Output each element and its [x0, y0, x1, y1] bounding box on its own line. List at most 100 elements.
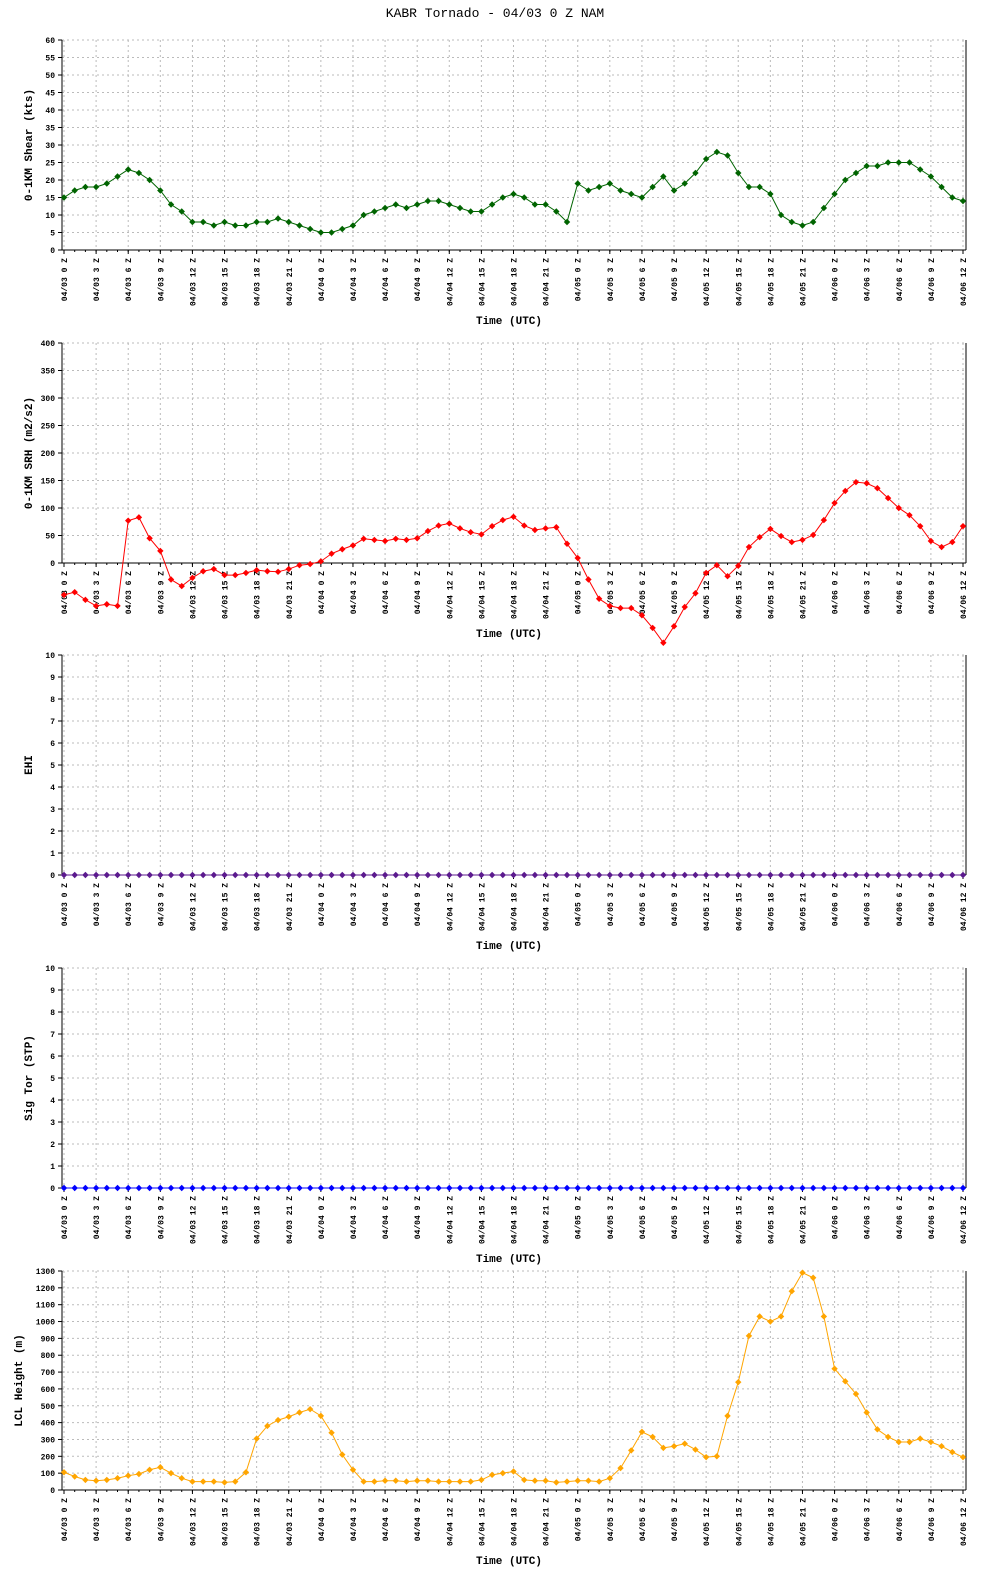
data-point [285, 1413, 292, 1420]
data-point [392, 201, 399, 208]
x-tick-label: 04/04 15 Z [478, 571, 487, 619]
data-point [103, 871, 111, 879]
data-point [756, 1313, 763, 1320]
y-tick-label: 40 [45, 107, 55, 116]
x-tick-label: 04/04 6 Z [382, 571, 391, 614]
data-point [499, 1469, 506, 1477]
data-point [735, 562, 742, 569]
y-tick-label: 400 [41, 340, 56, 349]
y-tick-label: 1200 [36, 1285, 55, 1294]
data-point [617, 604, 624, 612]
data-point [499, 871, 506, 879]
data-point [670, 623, 678, 630]
x-tick-label: 04/03 21 Z [286, 571, 295, 619]
x-tick-label: 04/03 3 Z [93, 1498, 102, 1541]
data-point [809, 1184, 817, 1192]
y-tick-label: 0 [50, 872, 55, 881]
data-point [927, 871, 935, 879]
data-point [745, 183, 753, 191]
data-point [574, 1184, 581, 1192]
data-point [146, 871, 153, 879]
data-point [767, 871, 774, 879]
x-tick-label: 04/05 6 Z [639, 571, 648, 614]
data-point [125, 1472, 132, 1479]
data-point [253, 1184, 260, 1192]
data-point [884, 1433, 892, 1441]
x-tick-label: 04/04 21 Z [543, 258, 552, 306]
data-point [456, 204, 464, 212]
data-point [949, 1184, 956, 1192]
x-tick-label: 04/06 6 Z [896, 1196, 905, 1239]
x-tick-label: 04/03 0 Z [61, 258, 70, 301]
data-point [874, 1426, 881, 1433]
data-point [210, 1478, 218, 1485]
data-point [114, 1475, 121, 1482]
y-axis-label: LCL Height (m) [14, 1334, 26, 1426]
data-point [71, 588, 78, 596]
data-point [446, 520, 453, 527]
data-point [285, 565, 292, 573]
data-point [756, 183, 763, 191]
x-tick-label: 04/03 18 Z [254, 571, 263, 619]
data-point [831, 1184, 838, 1192]
x-tick-label: 04/03 21 Z [286, 1196, 295, 1244]
data-point [210, 1184, 218, 1192]
x-tick-label: 04/05 21 Z [799, 1196, 808, 1244]
y-tick-label: 200 [41, 450, 56, 459]
data-point [478, 871, 485, 879]
data-point [745, 1332, 753, 1340]
data-point [349, 871, 357, 879]
data-point [403, 1184, 410, 1192]
x-tick-label: 04/03 15 Z [222, 571, 231, 619]
data-point [467, 1184, 474, 1192]
data-point [906, 1184, 913, 1192]
x-tick-label: 04/04 6 Z [382, 1498, 391, 1541]
data-point [959, 871, 967, 879]
data-point [777, 211, 785, 219]
data-point [938, 1443, 945, 1450]
x-tick-label: 04/05 6 Z [639, 883, 648, 926]
x-tick-label: 04/05 0 Z [575, 571, 584, 614]
data-point [189, 574, 196, 582]
data-point [242, 871, 250, 879]
data-point [381, 1184, 389, 1192]
data-point [767, 1184, 774, 1192]
x-tick-label: 04/06 12 Z [960, 883, 969, 931]
data-point [692, 871, 699, 879]
x-tick-label: 04/04 21 Z [543, 883, 552, 931]
data-point [210, 565, 218, 573]
data-point [542, 1184, 549, 1192]
data-point [92, 602, 100, 610]
x-tick-label: 04/03 9 Z [157, 883, 166, 926]
data-point [767, 190, 774, 198]
data-point [413, 1477, 421, 1484]
data-point [842, 1378, 849, 1385]
data-point [542, 871, 549, 879]
data-point [681, 180, 688, 187]
data-point [777, 1184, 785, 1192]
data-point [210, 871, 218, 879]
data-point [510, 513, 517, 520]
data-point [317, 558, 325, 565]
y-tick-label: 10 [45, 212, 55, 221]
data-point [820, 1184, 828, 1192]
data-point [831, 1365, 838, 1372]
data-point [274, 871, 282, 879]
data-point [702, 569, 710, 577]
data-point [842, 487, 849, 495]
y-tick-label: 15 [45, 195, 55, 204]
data-point [799, 1184, 806, 1192]
y-tick-label: 4 [50, 1097, 55, 1106]
data-point [820, 1313, 828, 1320]
data-point [756, 533, 763, 541]
x-tick-label: 04/03 0 Z [61, 1196, 70, 1239]
data-point [392, 871, 399, 879]
x-tick-label: 04/05 18 Z [767, 1498, 776, 1546]
data-point [60, 591, 68, 599]
x-tick-label: 04/05 21 Z [799, 883, 808, 931]
data-point [413, 871, 421, 879]
data-point [328, 871, 335, 879]
y-tick-label: 8 [50, 696, 55, 705]
x-tick-label: 04/04 18 Z [511, 571, 520, 619]
